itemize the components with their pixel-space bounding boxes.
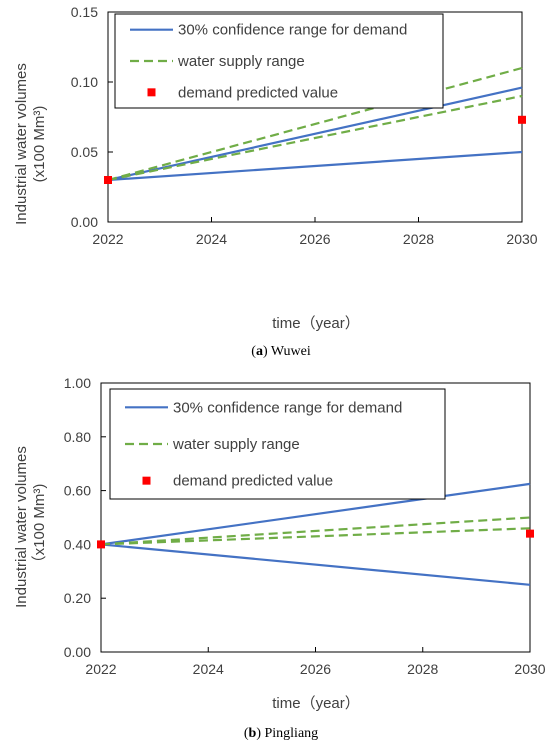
legend-swatch-marker [142, 476, 151, 485]
y-axis-label-line1: Industrial water volumes [13, 446, 30, 608]
demand-predicted-marker [518, 115, 526, 124]
y-axis-label-line2: (x100 Mm³) [31, 106, 48, 183]
y-tick-label: 0.00 [71, 214, 98, 230]
legend-label: demand predicted value [173, 473, 333, 490]
legend-label: demand predicted value [178, 84, 338, 101]
y-tick-label: 0.20 [64, 590, 91, 606]
chart-panel-a: Industrial water volumes (x100 Mm³) time… [13, 4, 538, 359]
x-tick-label: 2022 [92, 231, 123, 247]
confidence-range-line [100, 482, 531, 546]
x-tick-label: 2024 [193, 661, 224, 677]
chart-panel-b: Industrial water volumes （x100 Mm³) time… [13, 375, 546, 741]
x-tick-label: 2028 [403, 231, 434, 247]
y-tick-label: 0.40 [64, 536, 91, 552]
x-tick-label: 2026 [299, 231, 330, 247]
demand-predicted-marker [526, 529, 534, 538]
demand-predicted-marker [97, 540, 105, 549]
y-tick-label: 0.05 [71, 144, 98, 160]
panel-caption: (a) Wuwei [251, 344, 311, 359]
y-tick-label: 0.00 [64, 644, 91, 660]
x-axis-label: time（year） [272, 695, 360, 712]
x-tick-label: 2030 [514, 661, 545, 677]
demand-predicted-marker [104, 176, 112, 184]
confidence-range-line [100, 543, 531, 586]
y-tick-label: 1.00 [64, 375, 91, 391]
x-tick-label: 2030 [506, 231, 537, 247]
supply-range-line [107, 94, 523, 182]
supply-range-line [107, 66, 523, 182]
panel-caption: (b) Pingliang [244, 726, 318, 741]
x-axis-label: time（year） [272, 315, 360, 332]
y-tick-label: 0.15 [71, 4, 98, 20]
confidence-range-line [107, 150, 523, 182]
legend-label: 30% confidence range for demand [173, 399, 402, 416]
y-axis-label-line2: （x100 Mm³) [31, 484, 48, 571]
y-axis-label-line1: Industrial water volumes [13, 63, 30, 225]
y-tick-label: 0.60 [64, 483, 91, 499]
x-tick-label: 2026 [300, 661, 331, 677]
x-tick-label: 2022 [85, 661, 116, 677]
x-tick-label: 2024 [196, 231, 227, 247]
legend-box [109, 388, 446, 500]
legend-label: water supply range [177, 53, 305, 70]
legend-label: 30% confidence range for demand [178, 22, 407, 39]
legend-swatch-marker [147, 88, 156, 97]
y-tick-label: 0.80 [64, 429, 91, 445]
legend-label: water supply range [172, 436, 300, 453]
x-tick-label: 2028 [407, 661, 438, 677]
supply-range-line [100, 527, 531, 546]
confidence-range-line [107, 86, 523, 182]
supply-range-line [100, 516, 531, 546]
y-tick-label: 0.10 [71, 74, 98, 90]
